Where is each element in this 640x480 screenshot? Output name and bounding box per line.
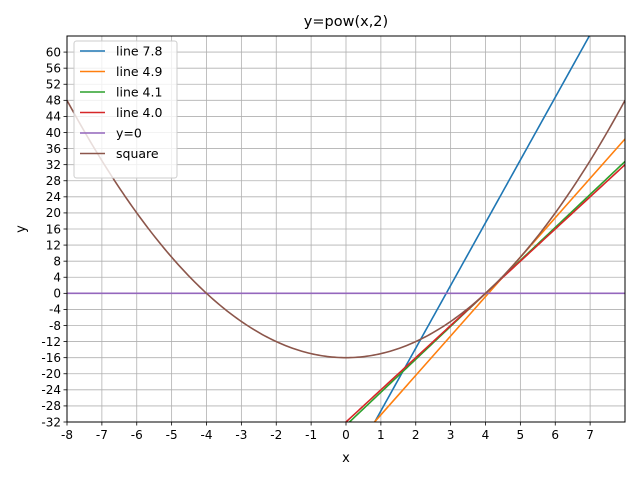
x-tick-label: -1	[305, 428, 317, 442]
y-tick-label: -28	[41, 399, 61, 413]
y-tick-label: -24	[41, 383, 61, 397]
y-tick-label: 0	[53, 287, 61, 301]
x-axis-label: x	[342, 451, 350, 466]
y-tick-label: 28	[46, 174, 61, 188]
ticks: -8 -7 -6 -5 -4 -3 -2 -1 0 1 2 3 4 5 6 7-32-28-24-20-16-…	[41, 45, 594, 442]
y-tick-label: -20	[41, 367, 61, 381]
series-line-line-7-8	[373, 36, 591, 422]
x-tick-label: 6	[551, 428, 559, 442]
y-tick-label: -12	[41, 335, 61, 349]
x-tick-label: 3	[447, 428, 455, 442]
series-group	[67, 36, 625, 422]
legend-label: line 4.9	[116, 64, 162, 79]
y-tick-label: 56	[46, 61, 61, 75]
x-tick-label: 5	[517, 428, 525, 442]
y-tick-label: 44	[46, 110, 61, 124]
legend-label: y=0	[116, 126, 142, 141]
chart-title: y=pow(x,2)	[304, 14, 388, 30]
legend-box	[73, 40, 178, 179]
y-tick-label: -16	[41, 351, 61, 365]
x-tick-label: -8	[61, 428, 73, 442]
y-tick-label: 8	[53, 254, 61, 268]
y-tick-label: -8	[49, 319, 61, 333]
x-tick-label: 4	[482, 428, 490, 442]
y-tick-label: 16	[46, 222, 61, 236]
y-tick-label: 36	[46, 142, 61, 156]
y-tick-label: 32	[46, 158, 61, 172]
y-tick-label: 12	[46, 238, 61, 252]
y-tick-label: -32	[41, 415, 61, 429]
y-tick-label: 52	[46, 78, 61, 92]
x-tick-label: -7	[96, 428, 108, 442]
y-tick-label: 48	[46, 94, 61, 108]
y-tick-label: 40	[46, 126, 61, 140]
y-tick-label: -4	[49, 303, 61, 317]
legend-label: square	[116, 146, 159, 161]
x-tick-label: 2	[412, 428, 420, 442]
series-line-square	[67, 99, 625, 359]
x-tick-label: -5	[166, 428, 178, 442]
x-tick-label: -3	[235, 428, 247, 442]
x-tick-label: 1	[377, 428, 385, 442]
x-tick-label: 7	[586, 428, 594, 442]
y-tick-label: 4	[53, 271, 61, 285]
y-tick-label: 24	[46, 190, 61, 204]
legend-label: line 7.8	[116, 44, 162, 59]
series-line-line-4-0	[344, 164, 625, 422]
legend-label: line 4.0	[116, 105, 162, 120]
y-axis-label: y	[14, 225, 29, 233]
x-tick-label: 0	[342, 428, 350, 442]
x-tick-label: -6	[131, 428, 143, 442]
x-tick-label: -4	[201, 428, 213, 442]
y-tick-label: 60	[46, 45, 61, 59]
x-tick-label: -2	[270, 428, 282, 442]
legend-label: line 4.1	[116, 85, 162, 100]
y-tick-label: 20	[46, 206, 61, 220]
legend: line 7.8 line 4.9 line 4.1 line 4.0 y=0 squar…	[73, 40, 178, 179]
